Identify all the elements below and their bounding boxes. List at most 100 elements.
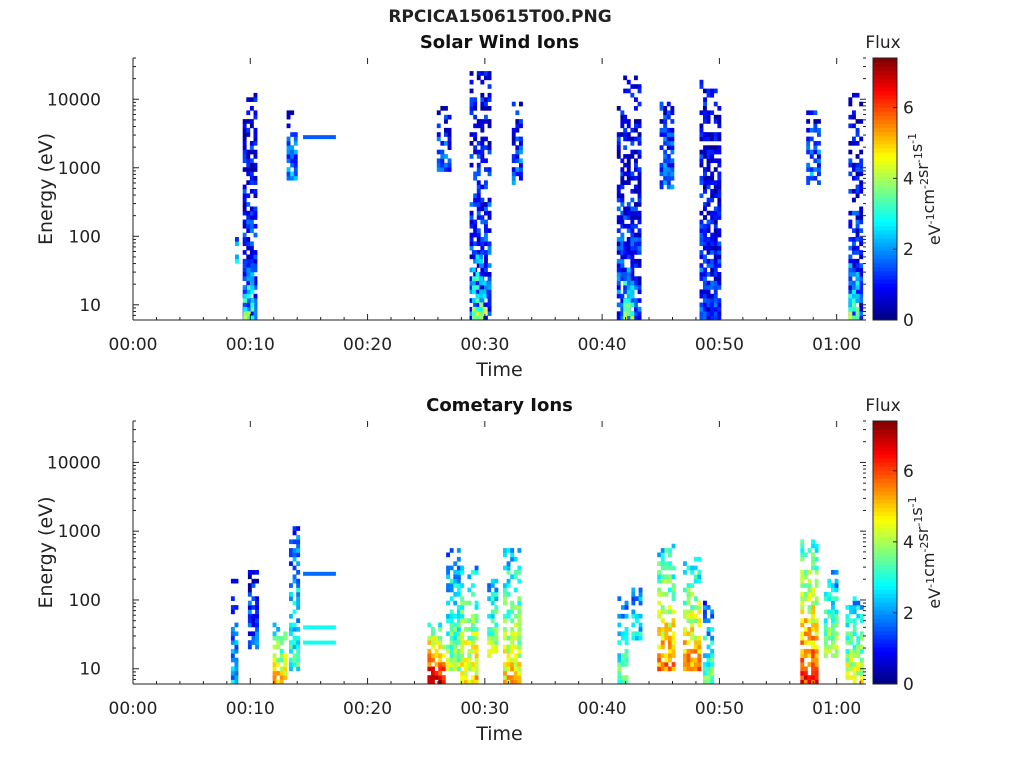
flux-cell xyxy=(703,679,707,684)
flux-cell xyxy=(616,189,621,194)
colorbar-segment xyxy=(873,626,897,632)
flux-cell xyxy=(811,657,815,663)
flux-cell xyxy=(230,666,235,672)
colorbar-tick-label: 4 xyxy=(903,169,914,189)
flux-cell xyxy=(296,587,301,593)
flux-cell xyxy=(859,219,864,225)
flux-cell xyxy=(473,101,478,107)
colorbar-segment xyxy=(873,515,897,521)
colorbar-tick-label: 4 xyxy=(903,533,914,553)
colorbar-segment xyxy=(873,205,897,210)
flux-cell xyxy=(626,180,631,185)
flux-cell xyxy=(717,228,722,233)
flux-cell xyxy=(852,302,856,308)
flux-cell xyxy=(247,570,252,575)
flux-cell xyxy=(713,219,718,225)
flux-cell xyxy=(706,184,711,190)
flux-cell xyxy=(467,653,472,658)
flux-cell xyxy=(686,640,691,645)
flux-cell xyxy=(638,587,643,593)
flux-cell xyxy=(242,219,247,225)
flux-cell xyxy=(292,662,297,667)
flux-cell xyxy=(713,158,718,164)
flux-cell xyxy=(293,132,298,137)
flux-cell xyxy=(510,648,515,654)
flux-cell xyxy=(855,272,860,277)
colorbar-segment xyxy=(873,593,897,599)
flux-cell xyxy=(296,618,301,623)
colorbar-segment xyxy=(873,119,897,124)
flux-cell xyxy=(710,180,715,185)
flux-cell xyxy=(616,315,621,320)
flux-cell xyxy=(503,675,507,680)
flux-cell xyxy=(479,289,483,295)
flux-cell xyxy=(663,149,668,155)
flux-cell xyxy=(811,543,815,549)
flux-cell xyxy=(476,197,481,203)
flux-cell xyxy=(693,662,698,667)
flux-cell xyxy=(703,145,707,150)
flux-cell xyxy=(296,592,301,597)
flux-cell xyxy=(703,241,707,247)
flux-cell xyxy=(852,189,856,194)
flux-cell xyxy=(706,272,711,277)
flux-cell xyxy=(706,202,711,207)
colorbar-segment xyxy=(873,618,897,623)
flux-cell xyxy=(710,666,715,672)
flux-cell xyxy=(469,210,474,216)
flux-cell xyxy=(657,662,662,667)
flux-cell xyxy=(706,263,711,268)
flux-cell xyxy=(503,583,507,588)
flux-cell xyxy=(620,132,625,137)
flux-cell xyxy=(706,653,711,658)
flux-cell xyxy=(623,180,628,185)
flux-cell xyxy=(706,210,711,216)
flux-cell xyxy=(852,241,856,247)
flux-cell xyxy=(706,675,711,680)
flux-cell xyxy=(814,548,819,553)
flux-cell xyxy=(666,101,671,107)
flux-cell xyxy=(242,136,247,142)
flux-cell xyxy=(638,635,643,641)
flux-cell xyxy=(706,119,711,124)
flux-cell xyxy=(453,653,458,658)
flux-cell xyxy=(479,293,483,299)
flux-cell xyxy=(626,119,631,124)
flux-cell xyxy=(427,640,432,645)
flux-cell xyxy=(440,162,445,168)
flux-cell xyxy=(859,293,864,299)
flux-cell xyxy=(626,315,631,320)
flux-cell xyxy=(849,618,853,623)
flux-cell xyxy=(803,596,808,601)
flux-cell xyxy=(474,627,479,632)
flux-cell xyxy=(683,631,687,637)
flux-cell xyxy=(453,583,458,588)
flux-cell xyxy=(713,258,718,264)
flux-cell xyxy=(626,306,631,312)
flux-cell xyxy=(623,298,628,303)
flux-cell xyxy=(471,250,476,255)
flux-cell xyxy=(246,180,251,185)
flux-cell xyxy=(693,613,698,619)
flux-cell xyxy=(710,132,715,137)
flux-cell xyxy=(852,293,856,299)
flux-cell xyxy=(624,653,629,658)
flux-cell xyxy=(848,258,853,264)
flux-cell xyxy=(803,618,808,623)
flux-cell xyxy=(473,114,478,120)
flux-cell xyxy=(693,644,698,650)
flux-cell xyxy=(660,653,665,658)
flux-cell xyxy=(453,561,458,566)
flux-cell xyxy=(292,552,297,558)
flux-cell xyxy=(286,141,291,146)
colorbar-segment xyxy=(873,519,897,525)
flux-cell xyxy=(693,578,698,584)
flux-cell xyxy=(242,267,247,273)
flux-cell xyxy=(631,631,636,637)
flux-cell xyxy=(631,622,636,628)
flux-cell xyxy=(811,592,815,597)
flux-cell xyxy=(703,119,707,124)
flux-cell xyxy=(484,237,488,242)
flux-cell xyxy=(506,653,511,658)
flux-cell xyxy=(849,675,853,680)
